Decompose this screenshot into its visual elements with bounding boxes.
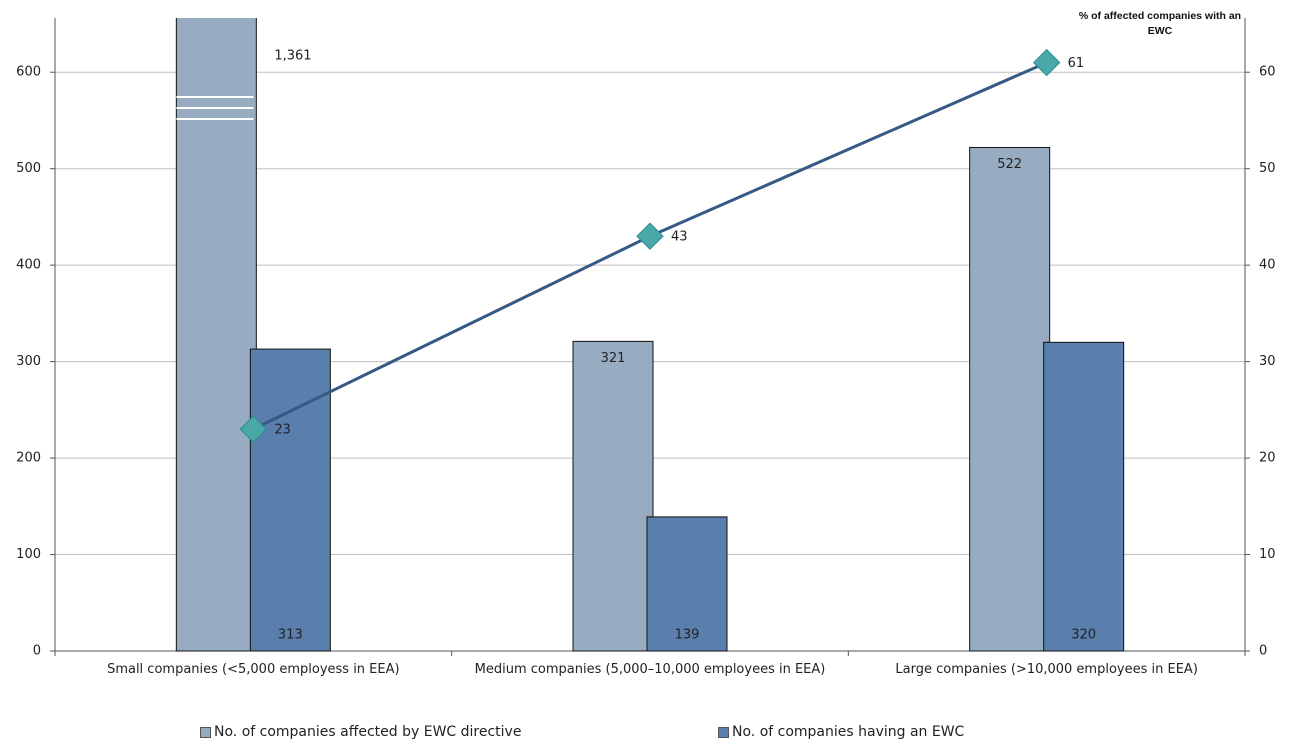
marker: [1032, 48, 1061, 77]
y2-tick-label: 50: [1259, 161, 1276, 176]
legend-item: No. of companies having an EWC: [718, 724, 964, 740]
y-tick-label: 100: [16, 547, 41, 562]
data-label: 139: [675, 628, 700, 643]
y2-tick-label: 10: [1259, 547, 1276, 562]
y2-tick-label: 0: [1259, 644, 1267, 659]
legend-swatch: [718, 726, 729, 738]
y-tick-label: 300: [16, 354, 41, 369]
bar: [572, 340, 654, 652]
data-label: 23: [274, 423, 291, 438]
bar: [175, 18, 257, 652]
y-tick-label: 600: [16, 65, 41, 80]
data-label: 320: [1071, 628, 1096, 643]
legend-label: No. of companies having an EWC: [732, 724, 965, 740]
x-tick-label: Medium companies (5,000–10,000 employees…: [474, 662, 826, 677]
bar: [1043, 341, 1125, 652]
y2-tick-label: 40: [1259, 258, 1276, 273]
y2-tick-label: 30: [1259, 354, 1276, 369]
y-tick-label: 200: [16, 451, 41, 466]
data-label: 43: [671, 230, 688, 245]
data-label: 522: [997, 157, 1022, 172]
bar: [969, 146, 1051, 652]
marker: [636, 222, 664, 250]
x-tick-label: Large companies (>10,000 employees in EE…: [895, 662, 1198, 677]
y2-tick-label: 60: [1259, 65, 1276, 80]
y-tick-label: 0: [33, 644, 41, 659]
legend-swatch: [200, 726, 211, 738]
y-tick-label: 500: [16, 161, 41, 176]
marker: [239, 415, 268, 443]
legend-label: No. of companies affected by EWC directi…: [214, 724, 522, 740]
y2-tick-label: 20: [1259, 451, 1276, 466]
bar: [249, 348, 331, 652]
data-label: 1,361: [274, 49, 311, 64]
bars: [175, 18, 1051, 652]
x-tick-label: Small companies (<5,000 employess in EEA…: [107, 662, 400, 677]
y-tick-label: 400: [16, 258, 41, 273]
data-label: 61: [1068, 56, 1085, 71]
data-label: 313: [278, 628, 303, 643]
y2-axis-title: % of affected companies with an EWC: [1078, 10, 1242, 37]
bar: [646, 516, 728, 652]
legend-item: No. of companies affected by EWC directi…: [200, 724, 521, 740]
data-label: 321: [601, 351, 626, 366]
